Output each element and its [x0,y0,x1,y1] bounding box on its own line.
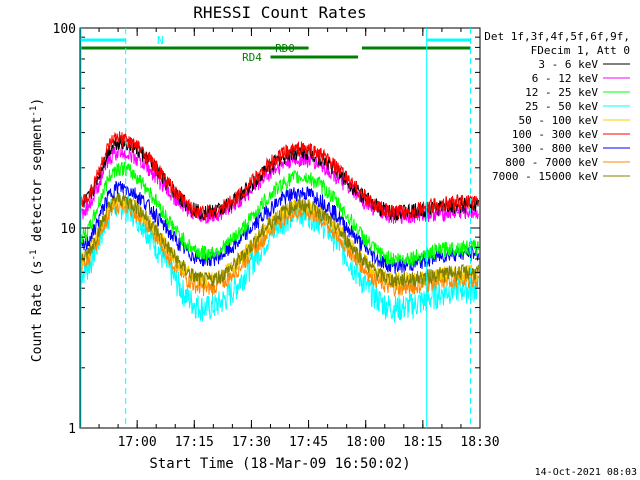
y-axis-label-end: ) [30,98,45,106]
legend-label: 100 - 300 keV [512,128,598,141]
legend: Det 1f,3f,4f,5f,6f,9f,FDecim 1, Att 03 -… [484,30,630,183]
x-axis: 17:00 17:15 17:30 17:45 18:00 18:15 18:30 [79,28,500,450]
legend-header: FDecim 1, Att 0 [531,44,630,57]
x-tick-label: 17:30 [232,435,271,450]
series-line [80,181,479,274]
x-tick-label: 17:00 [118,435,157,450]
legend-label: 3 - 6 keV [538,58,598,71]
plot-area [80,131,479,323]
x-tick-label: 17:45 [289,435,328,450]
y-tick-label: 1 [68,422,76,437]
attenuator-label: N [157,34,164,47]
x-tick-label: 18:00 [346,435,385,450]
legend-label: 7000 - 15000 keV [492,170,598,183]
legend-label: 300 - 800 keV [512,142,598,155]
legend-label: 25 - 50 keV [525,100,598,113]
series-line [80,145,479,225]
footer-date: 14-Oct-2021 08:03 [535,467,637,478]
legend-label: 12 - 25 keV [525,86,598,99]
legend-label: 6 - 12 keV [532,72,599,85]
legend-header: Det 1f,3f,4f,5f,6f,9f, [484,30,630,43]
series-line [80,131,479,221]
y-axis-label-sup1: -1 [29,250,39,261]
x-axis-label: Start Time (18-Mar-09 16:50:02) [149,456,410,472]
series-line [80,191,479,289]
legend-label: 50 - 100 keV [519,114,599,127]
y-axis-label-sup2: -1 [29,106,39,117]
series-line [80,161,479,267]
legend-label: 800 - 7000 keV [505,156,598,169]
y-tick-label: 10 [60,222,76,237]
y-axis-label-main: Count Rate (s [30,260,45,362]
chart-title: RHESSI Count Rates [193,3,366,22]
x-tick-label: 18:15 [403,435,442,450]
y-axis-label-mid: detector segment [30,117,45,250]
x-tick-label: 18:30 [460,435,499,450]
rd4-label: RD4 [242,51,262,64]
y-tick-label: 100 [53,22,76,37]
y-axis-label: Count Rate (s-1 detector segment-1) [29,98,45,362]
y-axis: 1 10 100 [53,22,480,437]
x-tick-label: 17:15 [175,435,214,450]
